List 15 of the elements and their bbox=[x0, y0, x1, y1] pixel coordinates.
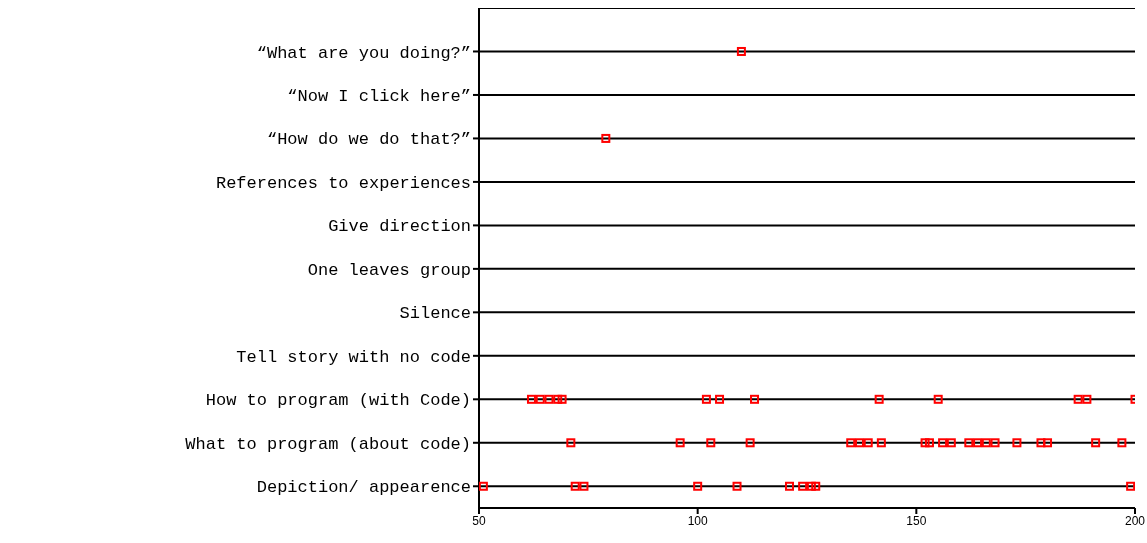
y-tick-label: Tell story with no code bbox=[236, 347, 471, 367]
y-tick-label: Give direction bbox=[328, 217, 471, 237]
y-tick-label: “How do we do that?” bbox=[266, 130, 471, 150]
y-tick-label: How to program (with Code) bbox=[205, 391, 471, 411]
y-tick-label: Depiction/ appearence bbox=[256, 478, 471, 498]
x-tick-label: 200 bbox=[1124, 513, 1146, 528]
y-tick-label: Silence bbox=[399, 304, 471, 324]
x-tick-label: 50 bbox=[472, 513, 486, 528]
y-tick-label: One leaves group bbox=[307, 260, 471, 280]
y-tick-label: “What are you doing?” bbox=[256, 43, 471, 63]
x-tick-label: 150 bbox=[906, 513, 927, 528]
y-tick-label: References to experiences bbox=[215, 173, 471, 193]
y-tick-label: What to program (about code) bbox=[185, 434, 471, 454]
x-tick-label: 100 bbox=[687, 513, 708, 528]
y-tick-label: “Now I click here” bbox=[287, 86, 471, 106]
